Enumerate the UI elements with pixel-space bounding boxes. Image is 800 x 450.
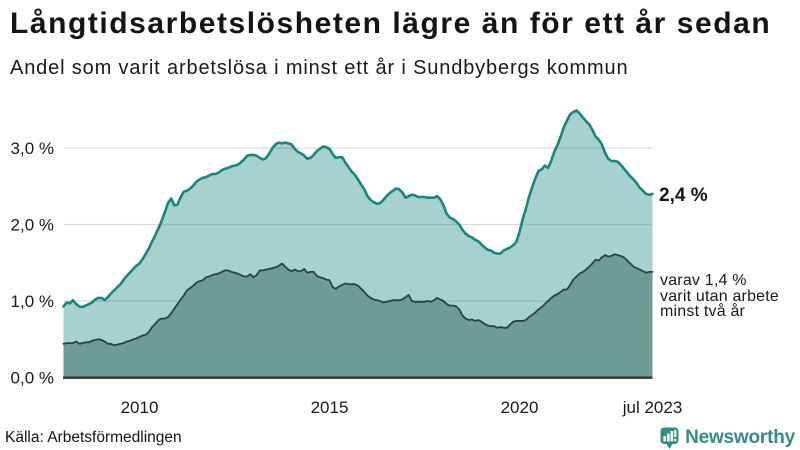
series2-area bbox=[63, 254, 653, 378]
y-axis-tick-label: 1,0 % bbox=[11, 292, 54, 311]
x-axis-tick-label: 2015 bbox=[311, 398, 349, 417]
series2-line bbox=[62, 253, 654, 347]
y-axis-tick-label: 0,0 % bbox=[11, 369, 54, 388]
series2-end-annotation: varav 1,4 % varit utan arbete minst två … bbox=[660, 272, 780, 321]
newsworthy-brand-name: Newsworthy bbox=[685, 427, 795, 448]
newsworthy-logo-icon bbox=[660, 427, 679, 449]
chart-subtitle: Andel som varit arbetslösa i minst ett å… bbox=[10, 57, 629, 79]
chart-title: Långtidsarbetslösheten lägre än för ett … bbox=[10, 7, 772, 40]
series1-end-value-label: 2,4 % bbox=[659, 185, 708, 206]
x-axis-tick-label: 2010 bbox=[121, 398, 159, 417]
x-axis-tick-label: jul 2023 bbox=[622, 398, 683, 417]
x-axis-tick-label: 2020 bbox=[501, 398, 539, 417]
y-axis-tick-label: 2,0 % bbox=[11, 216, 54, 235]
source-note: Källa: Arbetsförmedlingen bbox=[5, 429, 182, 446]
y-axis-tick-label: 3,0 % bbox=[11, 139, 54, 158]
newsworthy-branding: Newsworthy bbox=[660, 426, 795, 450]
series1-line bbox=[62, 109, 654, 309]
